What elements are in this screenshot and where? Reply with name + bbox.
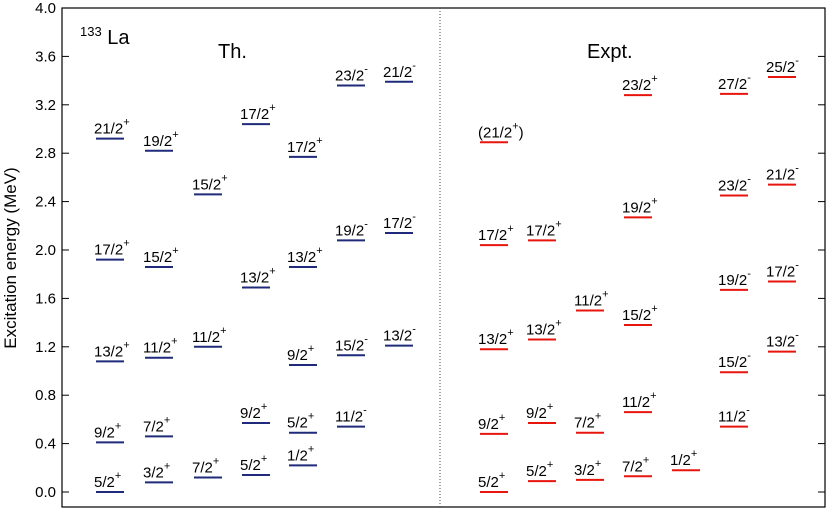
expt-level-label: 7/2+: [622, 454, 649, 475]
theory-level-label: 23/2-: [335, 63, 368, 84]
y-tick-label: 2.8: [35, 145, 56, 162]
y-tick-label: 0.8: [35, 387, 56, 404]
expt-level-label: 15/2+: [622, 303, 658, 324]
theory-level-label: 21/2+: [94, 117, 130, 138]
expt-level-label: 11/2+: [622, 390, 657, 411]
expt-level-label: (21/2+): [478, 120, 524, 141]
expt-level-label: 13/2-: [766, 330, 799, 351]
expt-level-label: 13/2+: [478, 327, 514, 348]
nucleus-element: La: [107, 27, 130, 49]
expt-level-label: 19/2-: [718, 268, 751, 289]
theory-level-label: 17/2+: [287, 135, 323, 156]
expt-level-label: 11/2-: [718, 405, 750, 426]
theory-level-label: 15/2-: [335, 333, 368, 354]
expt-level-label: 17/2+: [526, 218, 562, 239]
y-tick-label: 4.0: [35, 0, 56, 17]
theory-level-label: 13/2-: [383, 324, 416, 345]
theory-level-label: 11/2-: [335, 405, 367, 426]
y-axis: 0.0 0.4 0.8 1.2 1.6 2.0 2.4 2.8 3.2 3.6 4.0: [35, 0, 825, 501]
theory-level-label: 9/2+: [240, 401, 267, 422]
nucleus-mass: 133: [80, 24, 102, 39]
nucleus-label: 133 La: [80, 19, 130, 49]
theory-level-label: 15/2+: [143, 245, 179, 266]
theory-level-label: 19/2-: [335, 218, 368, 239]
plot-frame: [61, 7, 826, 508]
theory-level-label: 11/2+: [143, 336, 178, 357]
theory-level-label: 7/2+: [143, 414, 170, 435]
theory-level-label: 21/2-: [383, 60, 416, 81]
theory-level-label: 13/2+: [240, 266, 276, 287]
y-tick-label: 2.0: [35, 242, 56, 259]
expt-level-label: 9/2+: [526, 401, 553, 422]
y-tick-label: 2.4: [35, 194, 56, 211]
panel-title-theory: Th.: [218, 41, 247, 63]
y-axis-title: Excitation energy (MeV): [1, 167, 20, 348]
theory-level-label: 9/2+: [287, 343, 314, 364]
expt-level-label: 1/2+: [670, 448, 697, 469]
theory-level-label: 5/2+: [240, 453, 267, 474]
theory-level-label: 5/2+: [94, 470, 121, 491]
theory-level-label: 5/2+: [287, 411, 314, 432]
theory-level-label: 1/2+: [287, 443, 314, 464]
expt-level-label: 7/2+: [574, 411, 601, 432]
expt-level-label: 11/2+: [574, 289, 609, 310]
expt-level-label: 27/2-: [718, 72, 751, 93]
theory-level-label: 7/2+: [192, 455, 219, 476]
theory-level-label: 17/2-: [383, 211, 416, 232]
expt-level-label: 5/2+: [526, 459, 553, 480]
y-tick-label: 1.6: [35, 290, 56, 307]
expt-level-label: 23/2+: [622, 73, 658, 94]
expt-level-label: 17/2+: [478, 223, 514, 244]
theory-level-label: 11/2+: [192, 325, 227, 346]
theory-level-label: 17/2+: [94, 238, 130, 259]
expt-level-label: 5/2+: [478, 470, 505, 491]
y-tick-label: 3.2: [35, 97, 56, 114]
expt-level-label: 21/2-: [766, 163, 799, 184]
expt-level-label: 3/2+: [574, 458, 601, 479]
y-tick-label: 1.2: [35, 339, 56, 356]
theory-level-label: 9/2+: [94, 420, 121, 441]
theory-level-label: 15/2+: [192, 172, 228, 193]
theory-level-label: 17/2+: [240, 102, 276, 123]
y-tick-label: 0.4: [35, 436, 56, 453]
y-tick-label: 3.6: [35, 48, 56, 65]
theory-level-label: 19/2+: [143, 129, 179, 150]
expt-level-label: 17/2-: [766, 259, 799, 280]
expt-level-label: 13/2+: [526, 318, 562, 339]
expt-level-label: 23/2-: [718, 174, 751, 195]
expt-level-label: 9/2+: [478, 412, 505, 433]
panel-title-experiment: Expt.: [587, 41, 633, 63]
expt-level-label: 25/2-: [766, 55, 799, 76]
expt-level-label: 19/2+: [622, 195, 658, 216]
theory-level-label: 3/2+: [143, 460, 170, 481]
theory-level-label: 13/2+: [287, 245, 323, 266]
levels-layer: 5/2+ 3/2+ 7/2+ 5/2+ 1/2+ 9/2+ 7/2+ 9/2+ 5/2+ 11/2…: [94, 55, 799, 493]
y-tick-label: 0.0: [35, 484, 56, 501]
expt-level-label: 15/2-: [718, 350, 751, 371]
theory-level-label: 13/2+: [94, 339, 130, 360]
